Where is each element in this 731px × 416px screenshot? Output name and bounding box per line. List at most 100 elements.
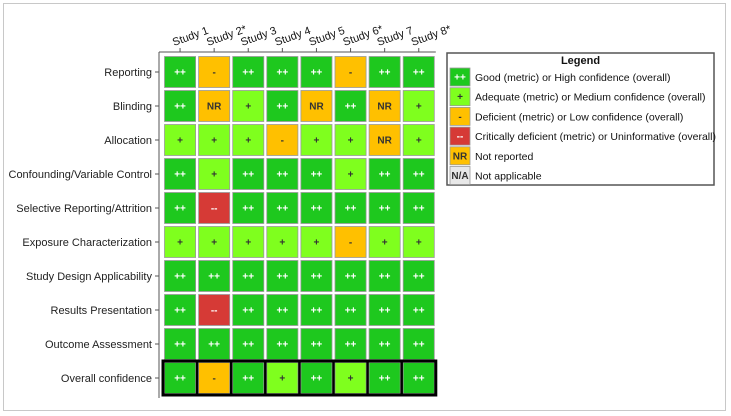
- cell-value: ++: [242, 204, 254, 215]
- cell-value: +: [245, 102, 251, 113]
- row-label: Selective Reporting/Attrition: [16, 203, 152, 215]
- legend-item-text: Critically deficient (metric) or Uninfor…: [475, 131, 716, 143]
- row-label: Reporting: [104, 67, 152, 79]
- cell: [368, 362, 401, 394]
- cell-value: ++: [174, 306, 186, 317]
- cell-value: ++: [277, 204, 289, 215]
- cell: [232, 56, 265, 88]
- cell-value: +: [314, 136, 320, 147]
- cell: [164, 158, 197, 190]
- cell: [266, 56, 299, 88]
- cell-value: -: [349, 238, 352, 249]
- cell-value: +: [177, 136, 183, 147]
- cell: [368, 158, 401, 190]
- legend-symbol: --: [457, 132, 464, 143]
- cell-value: ++: [242, 306, 254, 317]
- cell: [164, 328, 197, 360]
- cell-value: +: [245, 238, 251, 249]
- cell: [368, 226, 401, 258]
- cell: [300, 192, 333, 224]
- cell-value: +: [314, 238, 320, 249]
- cell-value: -: [212, 374, 215, 385]
- cell-value: --: [211, 306, 218, 317]
- cell-value: +: [211, 238, 217, 249]
- cell: [232, 328, 265, 360]
- cell-value: +: [382, 238, 388, 249]
- cell: [232, 294, 265, 326]
- cell-value: +: [211, 170, 217, 181]
- cell-value: -: [212, 68, 215, 79]
- cell-value: ++: [174, 340, 186, 351]
- cell: [368, 90, 401, 122]
- cell: [334, 56, 367, 88]
- legend-symbol: N/A: [451, 171, 468, 182]
- cell: [368, 192, 401, 224]
- cell-value: ++: [242, 340, 254, 351]
- cell: [266, 362, 299, 394]
- legend-item-text: Not reported: [475, 151, 534, 163]
- cell-value: +: [279, 374, 285, 385]
- cell: [300, 158, 333, 190]
- cell-value: ++: [242, 374, 254, 385]
- cell: [266, 226, 299, 258]
- row-label: Blinding: [113, 101, 152, 113]
- cell: [300, 362, 333, 394]
- cell-value: ++: [277, 170, 289, 181]
- cell: [368, 124, 401, 156]
- legend-swatch: [449, 146, 471, 166]
- cell: [198, 90, 231, 122]
- cell: [368, 260, 401, 292]
- cell: [266, 294, 299, 326]
- cell-value: ++: [413, 170, 425, 181]
- cell: [232, 158, 265, 190]
- row-label: Allocation: [104, 135, 152, 147]
- cell: [300, 294, 333, 326]
- cell: [232, 226, 265, 258]
- cell-value: ++: [242, 170, 254, 181]
- cell-value: ++: [345, 272, 357, 283]
- cell-value: ++: [277, 340, 289, 351]
- cell: [266, 192, 299, 224]
- cell-value: ++: [311, 340, 323, 351]
- cell: [334, 226, 367, 258]
- cell: [402, 90, 435, 122]
- cell: [300, 90, 333, 122]
- cell-value: ++: [277, 306, 289, 317]
- cell: [232, 90, 265, 122]
- cell: [334, 362, 367, 394]
- cell-value: ++: [174, 102, 186, 113]
- cell: [402, 260, 435, 292]
- cell-value: ++: [413, 204, 425, 215]
- cell: [402, 192, 435, 224]
- cell-value: ++: [311, 374, 323, 385]
- cell: [164, 226, 197, 258]
- cell: [334, 260, 367, 292]
- legend-symbol: -: [458, 112, 461, 123]
- cell-value: NR: [207, 102, 222, 113]
- cell-value: ++: [345, 340, 357, 351]
- row-label: Outcome Assessment: [45, 339, 152, 351]
- cell: [164, 56, 197, 88]
- cell-value: -: [281, 136, 284, 147]
- cell-value: ++: [311, 272, 323, 283]
- cell: [164, 90, 197, 122]
- legend-item-text: Deficient (metric) or Low confidence (ov…: [475, 111, 683, 123]
- cell-value: ++: [174, 272, 186, 283]
- cell-value: ++: [379, 374, 391, 385]
- cell: [198, 260, 231, 292]
- cell-value: ++: [345, 102, 357, 113]
- cell: [402, 294, 435, 326]
- cell: [334, 294, 367, 326]
- cell: [402, 226, 435, 258]
- legend-item-text: Adequate (metric) or Medium confidence (…: [475, 92, 706, 104]
- cell-value: --: [211, 204, 218, 215]
- cell: [402, 56, 435, 88]
- cell-value: ++: [277, 272, 289, 283]
- cell-value: NR: [377, 102, 392, 113]
- cell-value: ++: [413, 272, 425, 283]
- cell: [334, 192, 367, 224]
- cell-value: ++: [345, 306, 357, 317]
- cell-value: ++: [311, 306, 323, 317]
- cell: [164, 260, 197, 292]
- cell: [266, 260, 299, 292]
